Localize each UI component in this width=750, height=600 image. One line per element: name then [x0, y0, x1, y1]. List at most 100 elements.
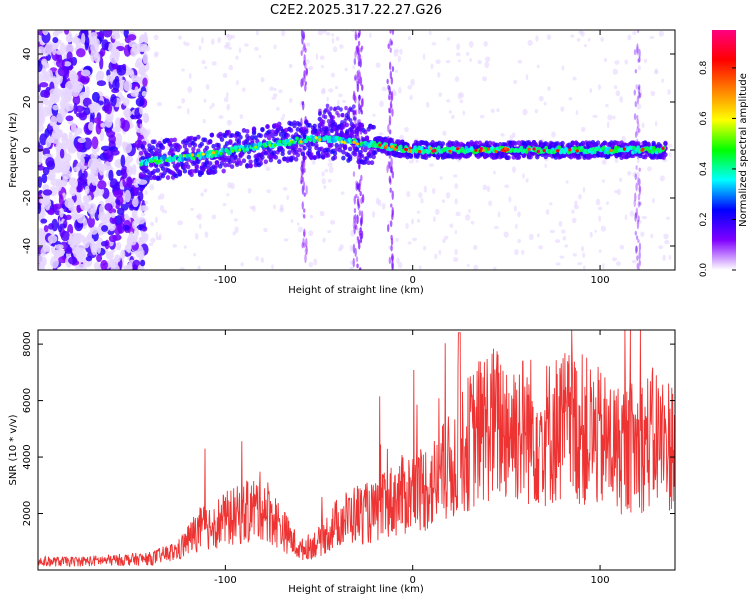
heatmap-cell: [494, 149, 498, 154]
heatmap-cell: [354, 74, 357, 81]
heatmap-cell: [65, 115, 74, 122]
heatmap-cell: [527, 39, 533, 46]
spectrogram-ytick-label: -20: [22, 190, 33, 206]
heatmap-cell: [361, 98, 364, 107]
snr-xtick-label: -100: [214, 575, 237, 586]
heatmap-cell: [124, 213, 129, 220]
heatmap-cell: [650, 90, 656, 97]
heatmap-cell: [124, 159, 131, 167]
heatmap-cell: [246, 135, 252, 141]
heatmap-cell: [304, 253, 307, 264]
heatmap-cell: [186, 164, 191, 170]
heatmap-cell: [474, 140, 479, 146]
heatmap-cell: [629, 210, 635, 217]
heatmap-cell: [418, 265, 422, 270]
heatmap-cell: [299, 140, 303, 144]
heatmap-cell: [358, 149, 363, 155]
heatmap-cell: [134, 86, 139, 98]
heatmap-cell: [583, 43, 588, 48]
heatmap-cell: [80, 69, 91, 77]
heatmap-cell: [204, 231, 209, 238]
heatmap-cell: [388, 175, 392, 184]
heatmap-cell: [355, 142, 360, 146]
heatmap-cell: [454, 248, 458, 256]
spectrogram-heatmap: [38, 30, 673, 270]
heatmap-cell: [331, 37, 335, 44]
heatmap-cell: [159, 204, 165, 212]
heatmap-cell: [321, 171, 325, 177]
heatmap-cell: [346, 114, 351, 120]
heatmap-cell: [589, 231, 593, 238]
heatmap-cell: [103, 216, 108, 228]
heatmap-cell: [366, 160, 371, 166]
heatmap-cell: [325, 103, 330, 108]
heatmap-cell: [481, 148, 485, 152]
heatmap-cell: [41, 58, 48, 66]
heatmap-cell: [91, 91, 100, 103]
heatmap-cell: [148, 242, 154, 246]
heatmap-cell: [278, 89, 283, 94]
heatmap-cell: [211, 151, 216, 155]
colorbar-scale: [712, 30, 736, 270]
heatmap-cell: [391, 213, 394, 221]
heatmap-cell: [637, 215, 640, 223]
heatmap-cell: [636, 115, 639, 120]
heatmap-cell: [141, 90, 147, 97]
heatmap-cell: [303, 228, 306, 238]
heatmap-cell: [597, 206, 603, 211]
heatmap-cell: [165, 175, 171, 180]
heatmap-cell: [204, 66, 208, 70]
heatmap-cell: [47, 208, 55, 216]
heatmap-cell: [150, 145, 156, 151]
heatmap-cell: [375, 62, 381, 68]
heatmap-cell: [580, 246, 584, 252]
heatmap-cell: [638, 84, 641, 90]
heatmap-cell: [219, 152, 223, 156]
heatmap-cell: [532, 147, 536, 151]
heatmap-cell: [335, 131, 339, 136]
heatmap-cell: [157, 195, 161, 200]
heatmap-cell: [506, 155, 511, 161]
heatmap-cell: [344, 105, 348, 111]
heatmap-cell: [202, 119, 206, 124]
heatmap-cell: [499, 153, 505, 159]
heatmap-cell: [247, 187, 252, 194]
heatmap-cell: [612, 68, 618, 75]
heatmap-cell: [543, 101, 547, 106]
heatmap-cell: [388, 120, 392, 126]
heatmap-cell: [661, 78, 664, 83]
heatmap-cell: [359, 232, 362, 239]
heatmap-cell: [210, 38, 215, 45]
heatmap-cell: [354, 50, 357, 59]
heatmap-cell: [91, 176, 99, 186]
heatmap-cell: [65, 103, 74, 112]
heatmap-cell: [636, 255, 639, 261]
heatmap-cell: [493, 226, 499, 230]
heatmap-cell: [123, 109, 132, 117]
heatmap-cell: [175, 162, 181, 167]
heatmap-cell: [336, 105, 340, 111]
heatmap-cell: [277, 159, 282, 165]
heatmap-cell: [280, 148, 285, 153]
heatmap-cell: [69, 185, 77, 197]
heatmap-cell: [272, 93, 278, 98]
heatmap-cell: [557, 145, 562, 150]
heatmap-cell: [359, 153, 365, 159]
heatmap-cell: [177, 35, 182, 40]
heatmap-cell: [326, 152, 331, 158]
heatmap-cell: [241, 158, 247, 164]
heatmap-cell: [234, 226, 239, 234]
heatmap-cell: [391, 259, 394, 270]
heatmap-cell: [493, 170, 496, 175]
heatmap-cell: [349, 266, 354, 270]
heatmap-cell: [106, 74, 113, 82]
heatmap-cell: [229, 164, 235, 170]
heatmap-cell: [412, 237, 418, 242]
heatmap-cell: [327, 178, 332, 183]
heatmap-cell: [138, 237, 144, 246]
heatmap-cell: [65, 214, 72, 221]
heatmap-cell: [120, 165, 128, 179]
heatmap-cell: [661, 146, 665, 150]
heatmap-cell: [290, 140, 294, 144]
heatmap-cell: [76, 263, 87, 270]
